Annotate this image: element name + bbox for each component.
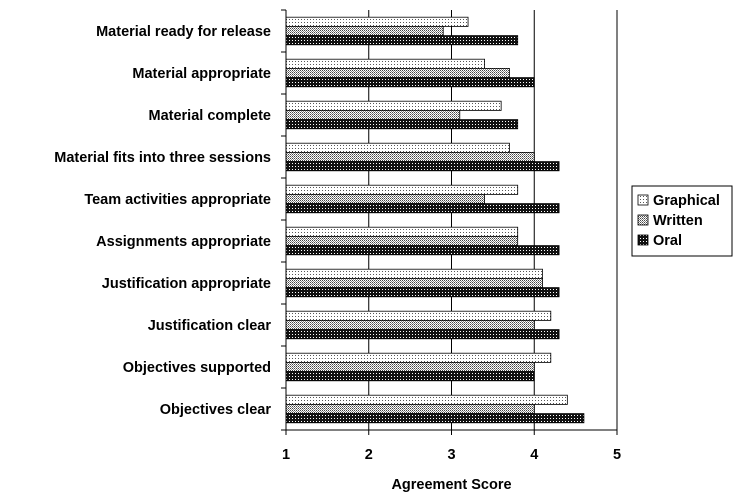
x-tick-label: 2 bbox=[365, 447, 373, 463]
bar-graphical bbox=[285, 184, 519, 195]
bar-graphical bbox=[285, 394, 568, 405]
legend-label-written: Written bbox=[653, 213, 703, 229]
legend-label-graphical: Graphical bbox=[653, 193, 720, 209]
x-axis-title: Agreement Score bbox=[391, 477, 511, 493]
category-label: Justification appropriate bbox=[102, 276, 271, 292]
bar-oral bbox=[285, 287, 560, 298]
bar-written bbox=[285, 25, 444, 36]
legend: Graphical Written Oral bbox=[631, 185, 733, 257]
bar-written bbox=[285, 361, 535, 372]
category-label: Material fits into three sessions bbox=[54, 150, 271, 166]
bar-oral bbox=[285, 119, 519, 130]
bar-oral bbox=[285, 371, 535, 382]
category-label: Assignments appropriate bbox=[96, 234, 271, 250]
legend-box bbox=[631, 185, 733, 257]
bar-graphical bbox=[285, 142, 510, 153]
legend-swatch-written bbox=[637, 214, 649, 226]
category-label: Team activities appropriate bbox=[84, 192, 271, 208]
axes bbox=[281, 9, 618, 435]
category-labels: Material ready for release Material appro… bbox=[54, 24, 271, 418]
bar-graphical bbox=[285, 58, 486, 69]
bar-oral bbox=[285, 203, 560, 214]
bar-written bbox=[285, 110, 461, 121]
legend-swatch-graphical bbox=[637, 194, 649, 206]
bar-oral bbox=[285, 329, 560, 340]
bar-graphical bbox=[285, 226, 519, 237]
bar-written bbox=[285, 193, 486, 204]
tick-labels: 1 2 3 4 5 bbox=[282, 447, 621, 463]
bar-written bbox=[285, 277, 543, 288]
category-label: Material complete bbox=[149, 108, 272, 124]
category-label: Material appropriate bbox=[132, 66, 271, 82]
x-tick-label: 3 bbox=[447, 447, 455, 463]
bar-written bbox=[285, 319, 535, 330]
bar-graphical bbox=[285, 352, 552, 363]
x-tick-label: 4 bbox=[530, 447, 538, 463]
bar-oral bbox=[285, 245, 560, 256]
category-label: Objectives supported bbox=[123, 360, 271, 376]
x-tick-label: 5 bbox=[613, 447, 621, 463]
bar-graphical bbox=[285, 310, 552, 321]
bar-written bbox=[285, 68, 510, 79]
bar-oral bbox=[285, 413, 585, 424]
category-label: Objectives clear bbox=[160, 402, 272, 418]
category-label: Justification clear bbox=[148, 318, 272, 334]
bars bbox=[285, 16, 585, 424]
bar-oral bbox=[285, 35, 519, 46]
legend-label-oral: Oral bbox=[653, 233, 682, 249]
bar-oral bbox=[285, 161, 560, 172]
bar-graphical bbox=[285, 16, 469, 27]
bar-written bbox=[285, 151, 535, 162]
bar-graphical bbox=[285, 100, 502, 111]
bar-written bbox=[285, 235, 519, 246]
bar-graphical bbox=[285, 268, 543, 279]
bar-written bbox=[285, 403, 535, 414]
legend-swatch-oral bbox=[637, 234, 649, 246]
category-label: Material ready for release bbox=[96, 24, 271, 40]
x-tick-label: 1 bbox=[282, 447, 290, 463]
bar-oral bbox=[285, 77, 535, 88]
